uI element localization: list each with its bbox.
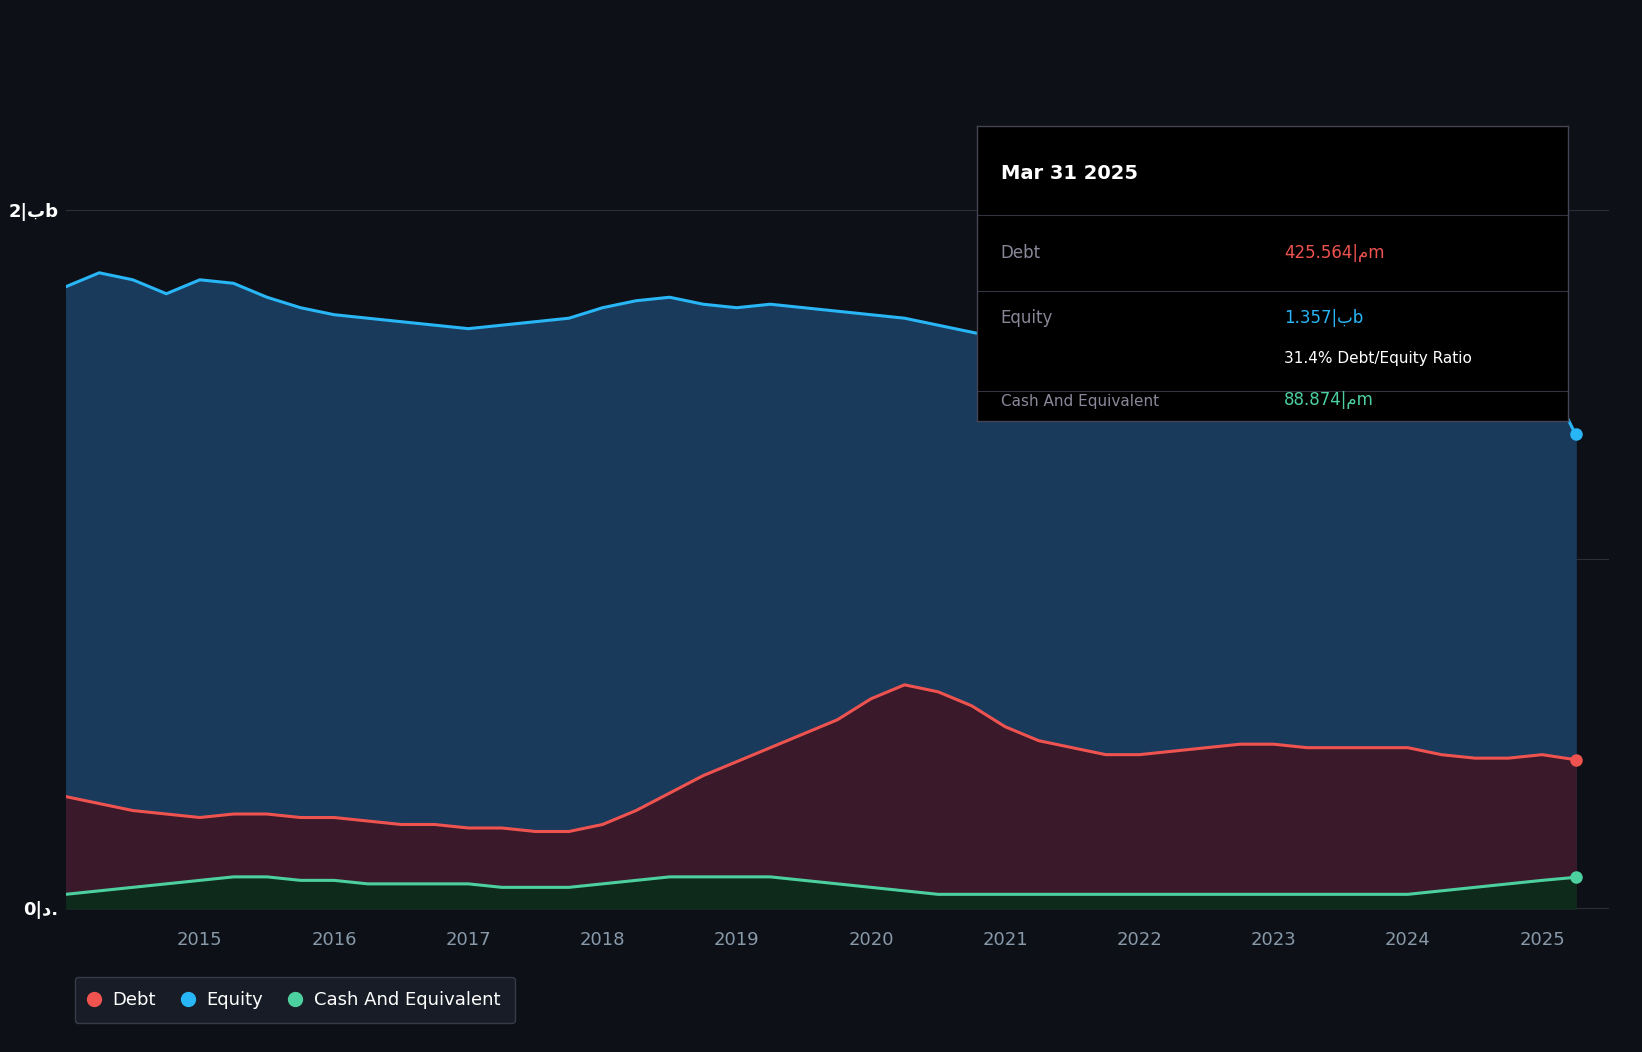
Text: 31.4% Debt/Equity Ratio: 31.4% Debt/Equity Ratio: [1284, 351, 1473, 366]
Text: Debt: Debt: [1000, 244, 1041, 262]
Text: 88.874|مm: 88.874|مm: [1284, 391, 1374, 409]
Text: 425.564|مm: 425.564|مm: [1284, 244, 1384, 262]
Text: Mar 31 2025: Mar 31 2025: [1000, 164, 1138, 183]
Legend: Debt, Equity, Cash And Equivalent: Debt, Equity, Cash And Equivalent: [74, 976, 516, 1024]
Text: Cash And Equivalent: Cash And Equivalent: [1000, 394, 1159, 409]
Text: 1.357|بb: 1.357|بb: [1284, 308, 1363, 327]
Text: Equity: Equity: [1000, 308, 1053, 327]
